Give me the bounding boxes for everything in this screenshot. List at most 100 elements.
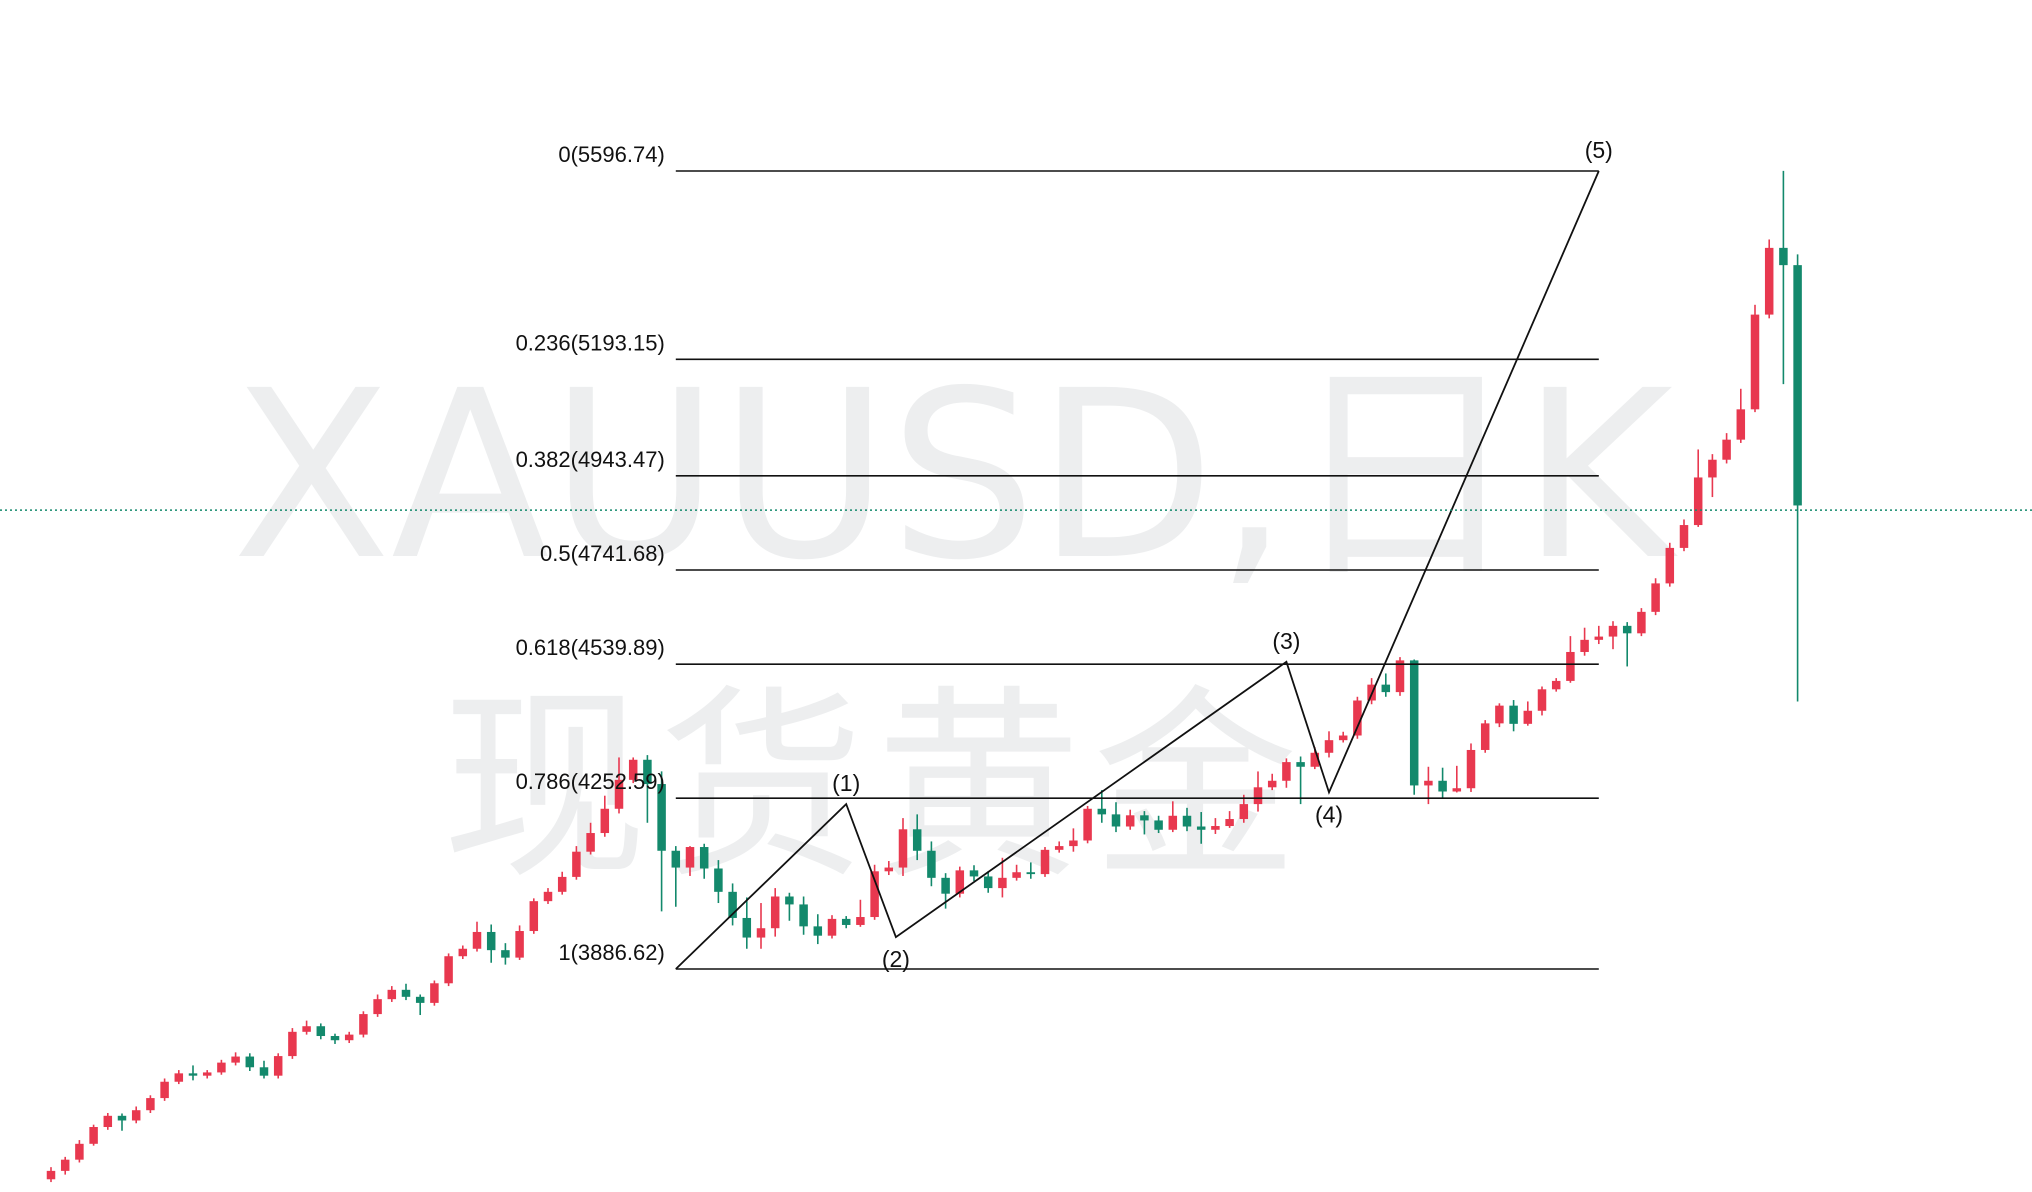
candle — [458, 945, 468, 960]
candle-body — [302, 1026, 311, 1032]
candle — [927, 841, 936, 887]
candle — [614, 757, 624, 814]
candle-body — [614, 779, 624, 809]
candle-body — [444, 956, 453, 984]
candle — [898, 818, 908, 876]
elliott-wave-path: (1) (2) (3) (4) (5) — [675, 137, 1613, 972]
candle — [1111, 802, 1121, 833]
candle — [600, 795, 610, 837]
candle — [742, 897, 752, 949]
candle-body — [46, 1170, 56, 1180]
wave-label: (2) — [882, 946, 910, 972]
candle — [870, 864, 879, 920]
candle-body — [756, 928, 766, 938]
fibonacci-retracement: 0(5596.74) 0.236(5193.15) 0.382(4943.47) 0.… — [516, 142, 1599, 970]
wave-label: (5) — [1585, 137, 1613, 163]
candle-body — [202, 1072, 212, 1076]
candle-body — [415, 996, 425, 1003]
candle — [1012, 864, 1021, 881]
candle-body — [884, 867, 894, 872]
candle — [359, 1011, 368, 1038]
candle-body — [714, 868, 723, 892]
candle — [1779, 170, 1788, 385]
candle — [273, 1053, 283, 1079]
candle-body — [1296, 762, 1305, 767]
candle — [1040, 847, 1050, 877]
candle — [1693, 449, 1703, 527]
candle — [472, 921, 482, 952]
candle — [671, 846, 681, 907]
candle-body — [1395, 660, 1405, 693]
candle-body — [1480, 723, 1490, 750]
candle-body — [60, 1159, 70, 1171]
candle-body — [1040, 849, 1050, 875]
candle — [60, 1156, 70, 1175]
candle-body — [387, 989, 397, 1000]
candle — [231, 1052, 240, 1066]
candle — [685, 846, 695, 876]
candle — [46, 1167, 56, 1183]
candle — [699, 843, 709, 879]
candle — [912, 814, 922, 861]
candle — [1622, 622, 1632, 667]
candle-body — [103, 1115, 113, 1128]
candle — [103, 1113, 113, 1130]
candle-body — [1182, 815, 1192, 827]
candle-body — [1608, 625, 1618, 637]
candle — [1537, 686, 1547, 716]
candle-body — [841, 918, 851, 925]
candle-body — [1125, 815, 1135, 827]
candle — [1409, 659, 1419, 795]
candle — [884, 861, 894, 876]
candle — [486, 924, 496, 963]
candle — [1282, 758, 1291, 788]
candle — [1523, 701, 1533, 726]
candle — [1239, 794, 1249, 823]
fib-level-label: 0.786(4252.59) — [516, 769, 665, 794]
candle-body — [1097, 808, 1107, 815]
fib-level-label: 0.5(4741.68) — [540, 541, 665, 566]
candle-body — [969, 870, 979, 877]
candle-body — [1622, 625, 1632, 634]
candle-body — [671, 850, 681, 868]
candle — [1324, 731, 1334, 758]
candle-body — [785, 896, 794, 905]
candle — [770, 888, 780, 937]
candle — [756, 903, 766, 949]
candle — [245, 1053, 255, 1072]
candle — [1182, 807, 1192, 832]
candle-body — [1665, 547, 1675, 584]
candle-body — [89, 1127, 98, 1144]
candle-body — [1793, 265, 1802, 506]
candle-body — [770, 896, 780, 929]
candle-body — [330, 1036, 340, 1041]
candle-body — [1409, 660, 1419, 786]
candle — [1722, 433, 1731, 464]
candle — [1054, 841, 1064, 853]
candle-body — [927, 850, 936, 878]
candle-body — [1083, 808, 1092, 841]
candle — [302, 1020, 311, 1035]
candle — [217, 1059, 226, 1075]
candle — [827, 915, 837, 939]
candle-body — [1580, 639, 1589, 652]
candle — [1551, 678, 1561, 692]
candle-body — [231, 1056, 240, 1063]
candle-body — [685, 847, 695, 868]
candle — [1793, 254, 1802, 702]
candle-body — [898, 829, 908, 868]
candle-body — [1708, 459, 1717, 478]
candle-body — [1282, 762, 1291, 781]
candle — [1168, 801, 1178, 833]
wave-label: (1) — [832, 770, 860, 796]
candle — [160, 1078, 169, 1101]
candle — [543, 888, 553, 904]
candle-body — [628, 759, 638, 780]
candle — [415, 994, 425, 1016]
candle — [1381, 673, 1391, 697]
candle-body — [586, 833, 595, 852]
candle-body — [273, 1056, 283, 1076]
candle — [330, 1033, 340, 1044]
candle — [1225, 811, 1234, 828]
